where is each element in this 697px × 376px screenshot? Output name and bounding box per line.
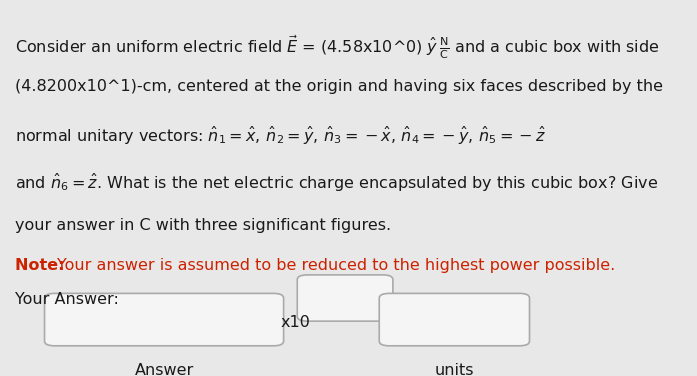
Text: Answer: Answer <box>135 363 194 376</box>
FancyBboxPatch shape <box>379 293 530 346</box>
Text: x10: x10 <box>280 315 310 330</box>
FancyBboxPatch shape <box>297 275 393 321</box>
Text: and $\hat{n}_6 = \hat{z}$. What is the net electric charge encapsulated by this : and $\hat{n}_6 = \hat{z}$. What is the n… <box>15 171 658 194</box>
Text: (4.8200x10^1)-cm, centered at the origin and having six faces described by the: (4.8200x10^1)-cm, centered at the origin… <box>15 79 663 94</box>
Text: normal unitary vectors: $\hat{n}_1 = \hat{x},\,\hat{n}_2 = \hat{y},\,\hat{n}_3 =: normal unitary vectors: $\hat{n}_1 = \ha… <box>15 125 546 147</box>
Text: Consider an uniform electric field $\vec{E}$ = (4.58x10^0) $\hat{y}\,\frac{\math: Consider an uniform electric field $\vec… <box>15 33 659 61</box>
Text: your answer in C with three significant figures.: your answer in C with three significant … <box>15 218 391 233</box>
Text: Your Answer:: Your Answer: <box>15 292 119 307</box>
Text: Note:: Note: <box>15 258 70 273</box>
Text: units: units <box>435 363 474 376</box>
Text: Your answer is assumed to be reduced to the highest power possible.: Your answer is assumed to be reduced to … <box>57 258 615 273</box>
FancyBboxPatch shape <box>45 293 284 346</box>
